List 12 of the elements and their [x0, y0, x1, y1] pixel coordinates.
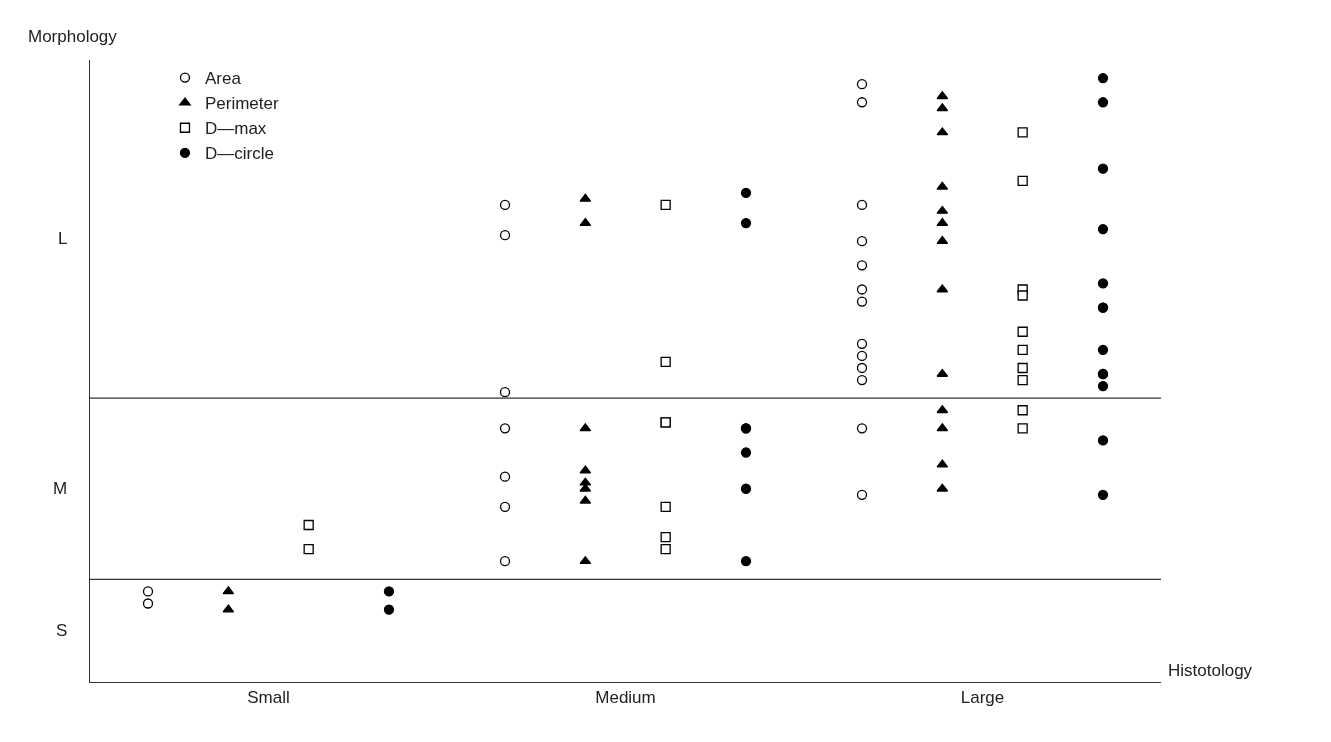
- text: S: [56, 621, 68, 640]
- y-axis-title: Morphology: [28, 27, 118, 46]
- x-tick-label: Medium: [595, 688, 656, 708]
- text: M: [53, 479, 68, 498]
- legend-label: D—max: [204, 119, 267, 139]
- legend-label: Perimeter: [204, 94, 279, 114]
- legend-label: Area: [204, 69, 242, 89]
- legend-label: D—circle: [204, 144, 274, 164]
- text: L: [58, 229, 68, 248]
- x-tick-label: Small: [247, 688, 290, 708]
- x-axis-title: Histotology: [1168, 661, 1253, 680]
- x-tick-label: Large: [960, 688, 1005, 708]
